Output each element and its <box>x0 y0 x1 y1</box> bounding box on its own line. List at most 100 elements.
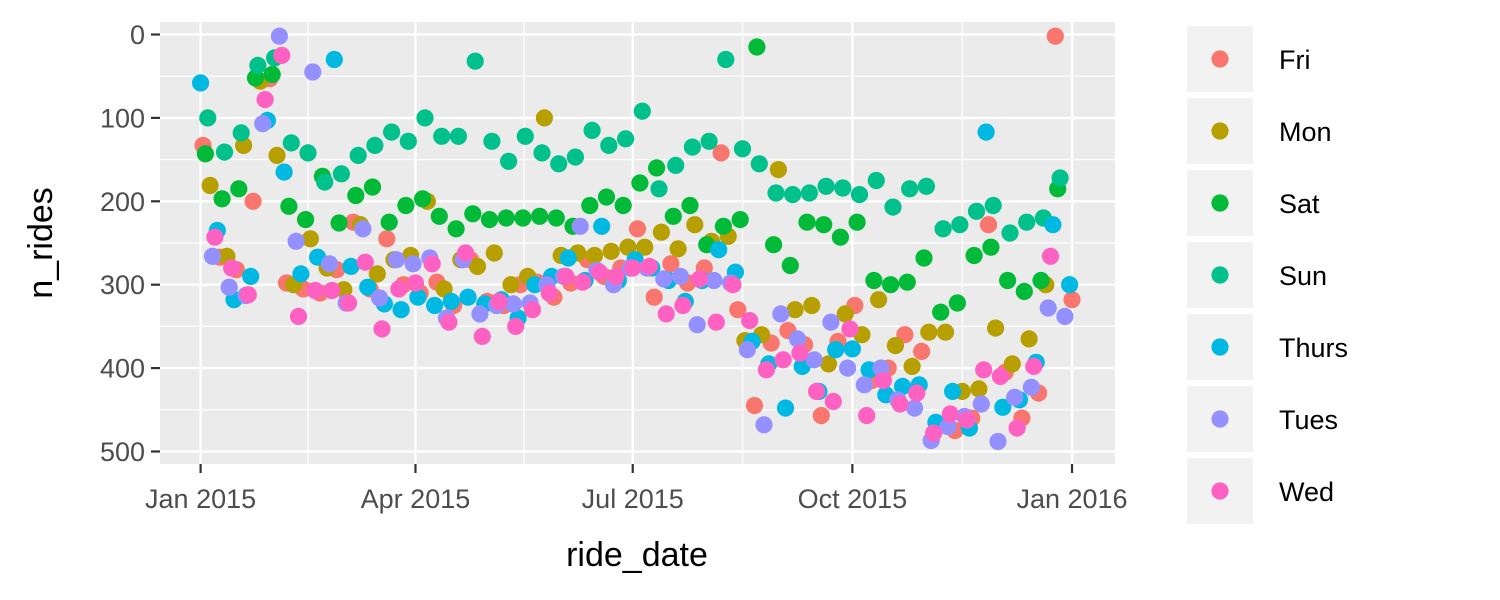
data-point-sun <box>299 144 317 162</box>
legend-label: Tues <box>1279 405 1338 435</box>
data-point-wed <box>390 280 408 298</box>
data-point-mon <box>970 380 988 398</box>
data-point-thurs <box>994 398 1012 416</box>
data-point-sat <box>464 205 482 223</box>
legend-point-thurs <box>1211 338 1229 356</box>
data-point-sat <box>531 207 549 225</box>
legend-label: Fri <box>1279 45 1310 75</box>
data-point-wed <box>941 405 959 423</box>
data-point-tues <box>371 289 389 307</box>
data-point-sat <box>898 273 916 291</box>
data-point-sun <box>215 143 234 161</box>
data-point-wed <box>791 344 809 362</box>
data-point-wed <box>557 267 575 285</box>
data-point-wed <box>925 424 943 442</box>
data-point-sun <box>834 179 852 197</box>
data-point-sat <box>948 294 967 312</box>
data-point-sat <box>430 207 448 225</box>
data-point-wed <box>891 395 909 413</box>
data-point-sat <box>213 190 231 208</box>
data-point-fri <box>1063 291 1081 309</box>
data-point-wed <box>289 307 308 325</box>
x-tick-label: Oct 2015 <box>798 484 908 514</box>
data-point-sun <box>399 132 417 150</box>
data-point-fri <box>628 220 647 238</box>
legend-point-fri <box>1211 50 1229 68</box>
legend: Fri Mon Sat Sun Thurs Tues Wed <box>1187 26 1348 524</box>
data-point-mon <box>368 265 386 283</box>
data-point-sun <box>717 50 735 69</box>
y-axis-title: n_rides <box>22 187 60 299</box>
data-point-wed <box>874 372 893 390</box>
data-point-sat <box>447 220 465 238</box>
y-tick-label: 100 <box>100 103 145 133</box>
data-point-wed <box>757 361 776 379</box>
data-point-sat <box>648 159 666 177</box>
data-point-wed <box>808 382 826 400</box>
data-point-wed <box>691 270 709 288</box>
data-point-sat <box>999 271 1017 290</box>
data-point-tues <box>304 63 322 81</box>
data-point-tues <box>287 232 305 250</box>
data-point-mon <box>301 230 319 248</box>
data-point-sun <box>700 132 718 150</box>
data-point-sat <box>798 213 816 231</box>
data-point-thurs <box>409 288 427 306</box>
data-point-tues <box>220 278 238 296</box>
data-point-sun <box>767 184 785 202</box>
data-point-mon <box>1003 355 1021 373</box>
data-point-sun <box>500 152 518 170</box>
data-point-tues <box>989 432 1007 451</box>
data-point-sun <box>366 136 384 154</box>
data-point-tues <box>855 376 873 394</box>
legend-label: Mon <box>1279 117 1332 147</box>
data-point-wed <box>306 281 324 300</box>
data-point-sun <box>249 56 267 74</box>
data-point-sat <box>681 196 699 215</box>
data-point-wed <box>423 255 441 273</box>
data-point-sat <box>731 211 749 229</box>
data-point-tues <box>504 295 522 313</box>
data-point-sun <box>984 196 1002 215</box>
data-point-mon <box>502 276 520 294</box>
data-point-thurs <box>292 265 310 283</box>
data-point-wed <box>523 301 542 319</box>
data-point-wed <box>958 411 976 429</box>
data-point-sun <box>850 186 869 204</box>
data-point-wed <box>824 392 842 411</box>
data-point-mon <box>201 176 219 195</box>
data-point-tues <box>822 313 840 331</box>
data-point-mon <box>485 244 503 262</box>
data-point-thurs <box>1061 276 1079 294</box>
data-point-mon <box>1020 330 1038 348</box>
data-point-tues <box>788 330 807 348</box>
data-point-sat <box>297 211 315 229</box>
data-point-sun <box>282 134 300 152</box>
legend-point-wed <box>1211 482 1229 500</box>
legend-label: Thurs <box>1279 333 1348 363</box>
y-tick-label: 400 <box>100 354 145 384</box>
data-point-sat <box>397 196 415 215</box>
data-point-sat <box>497 209 515 227</box>
data-point-wed <box>256 91 274 109</box>
data-point-mon <box>786 301 804 319</box>
data-point-sat <box>714 217 733 235</box>
legend-point-sat <box>1211 194 1229 212</box>
data-point-wed <box>457 244 475 262</box>
data-point-sun <box>416 109 434 127</box>
data-point-wed <box>724 276 742 294</box>
data-point-thurs <box>342 257 360 275</box>
data-point-wed <box>206 228 224 246</box>
data-point-sat <box>480 211 499 229</box>
data-point-sat <box>280 197 298 215</box>
data-point-thurs <box>843 340 862 358</box>
data-point-sat <box>263 65 281 84</box>
data-point-sun <box>332 165 350 183</box>
data-point-sat <box>614 196 632 215</box>
data-point-mon <box>987 319 1005 337</box>
data-point-sun <box>449 127 467 145</box>
data-point-sun <box>466 52 484 70</box>
data-point-thurs <box>944 382 962 400</box>
data-point-wed <box>440 313 458 331</box>
